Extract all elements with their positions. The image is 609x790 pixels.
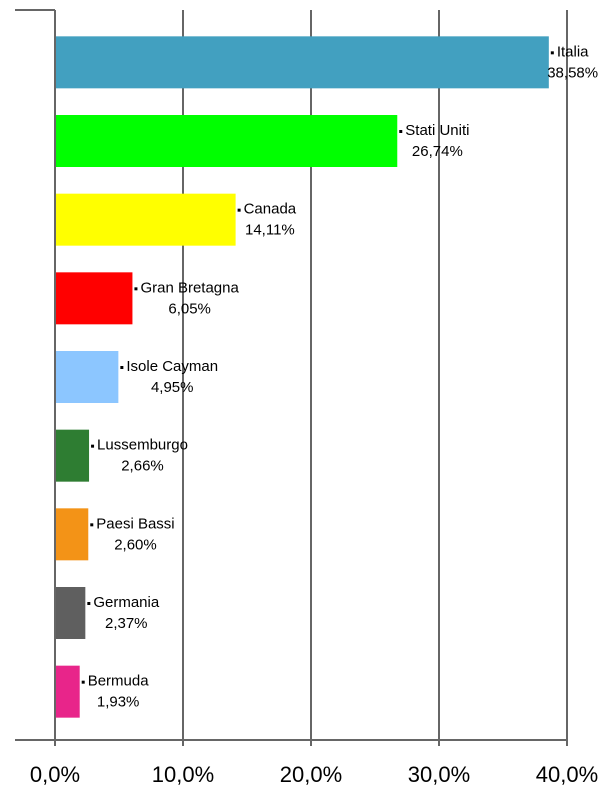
value-label: 2,66% — [121, 458, 164, 475]
bar — [55, 36, 549, 89]
value-label: 1,93% — [97, 694, 140, 711]
category-label: Germania — [93, 594, 160, 611]
category-label: Lussemburgo — [97, 437, 188, 454]
value-label: 6,05% — [168, 300, 211, 317]
value-label: 38,58% — [547, 64, 598, 81]
label-marker — [81, 680, 85, 684]
label-marker — [399, 130, 403, 133]
bar — [55, 115, 398, 167]
x-tick-label: 20,0% — [280, 762, 342, 787]
label-marker — [550, 51, 554, 55]
bar — [55, 351, 119, 403]
label-marker — [91, 444, 95, 448]
label-marker — [120, 366, 124, 369]
bar — [55, 665, 80, 718]
category-label: Isole Cayman — [126, 358, 218, 375]
category-label: Paesi Bassi — [96, 515, 174, 532]
label-marker — [237, 208, 241, 212]
label-marker — [90, 523, 94, 527]
category-label: Stati Uniti — [405, 122, 469, 139]
x-tick-label: 10,0% — [152, 762, 214, 787]
value-label: 2,37% — [105, 615, 148, 632]
value-label: 14,11% — [245, 222, 295, 239]
category-label: Italia — [557, 43, 589, 60]
category-label: Gran Bretagna — [140, 279, 239, 296]
label-marker — [134, 287, 138, 291]
bar — [55, 429, 90, 482]
value-label: 2,60% — [114, 536, 157, 553]
label-marker — [87, 602, 91, 605]
bar — [55, 193, 236, 246]
bar — [55, 508, 89, 561]
value-label: 4,95% — [151, 379, 194, 396]
category-label: Bermuda — [88, 673, 150, 690]
x-tick-label: 30,0% — [408, 762, 470, 787]
bar — [55, 587, 86, 639]
category-label: Canada — [244, 201, 297, 218]
x-tick-label: 40,0% — [536, 762, 598, 787]
value-label: 26,74% — [412, 143, 463, 160]
x-tick-label: 0,0% — [30, 762, 80, 787]
bar — [55, 272, 133, 325]
